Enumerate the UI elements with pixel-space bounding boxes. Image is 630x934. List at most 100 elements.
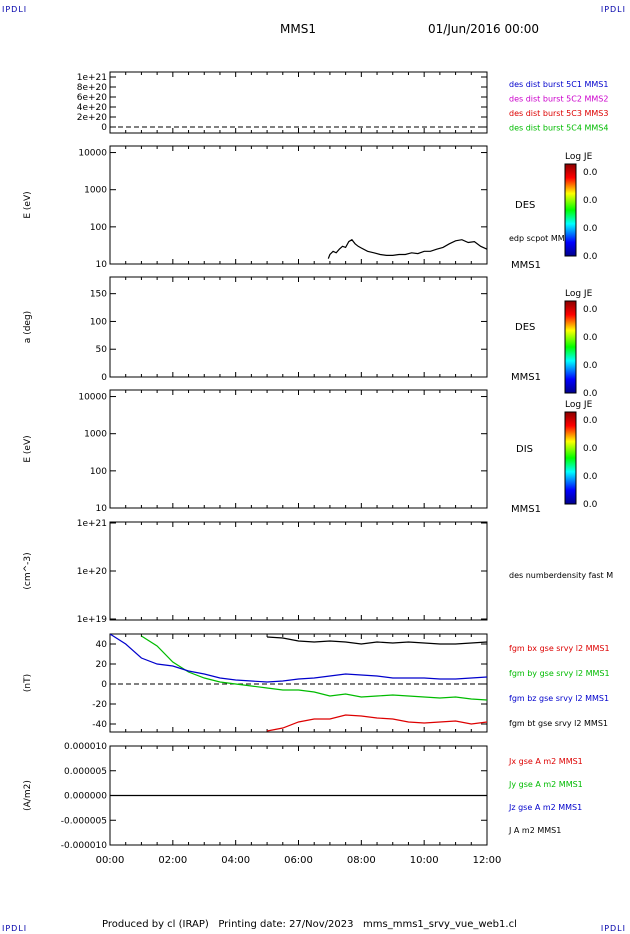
corner-label-tl: IPDLI (2, 5, 28, 14)
current-ytick-label: 0.000000 (64, 792, 107, 802)
des-pitch-colorbar-title: Log JE (565, 289, 593, 299)
corner-label-bl: IPDLI (2, 924, 28, 933)
corner-label-tr: IPDLI (600, 5, 626, 14)
fgm-series-bt (267, 636, 487, 645)
scpot-label: edp scpot MMS1 (509, 234, 575, 243)
density-ytick-label: 1e+21 (77, 519, 107, 529)
fgm-series-bx (266, 714, 487, 732)
dis-energy-ylabel: E (eV) (23, 435, 33, 462)
des-pitch-label: DES (515, 322, 535, 333)
footer-text: Produced by cl (IRAP) Printing date: 27/… (102, 919, 517, 930)
des-pitch-colorbar-tick-label: 0.0 (583, 305, 598, 315)
current-ylabel: (A/m2) (23, 780, 33, 811)
current-ytick-label: -0.000010 (61, 841, 107, 851)
des-energy-ytick-label: 100 (90, 223, 107, 233)
des-energy-colorbar-tick-label: 0.0 (583, 168, 598, 178)
fgm-ytick-label: 40 (96, 640, 108, 650)
x-tick-label: 08:00 (347, 855, 376, 866)
dis-energy-colorbar-title: Log JE (565, 400, 593, 410)
density-legend-entry: des numberdensity fast M (509, 571, 613, 580)
dis-energy-ytick-label: 1000 (84, 430, 107, 440)
dis-energy-colorbar-tick-label: 0.0 (583, 444, 598, 454)
des-energy-ytick-label: 10 (96, 260, 108, 270)
dis-energy-ytick-label: 10000 (78, 393, 107, 403)
fgm-ylabel: (nT) (23, 674, 33, 692)
dis-energy-colorbar (564, 411, 577, 505)
des-pitch-colorbar (564, 300, 577, 394)
fgm-legend-entry: fgm bx gse srvy l2 MMS1 (509, 644, 610, 653)
dist-legend-entry: des dist burst 5C4 MMS4 (509, 124, 608, 133)
panel-frame-3 (109, 389, 488, 509)
dis-energy-ytick-label: 10 (96, 504, 108, 514)
current-legend-entry: Jy gse A m2 MMS1 (508, 780, 583, 789)
fgm-ytick-label: -40 (92, 720, 107, 730)
fgm-ytick-label: 0 (101, 680, 107, 690)
current-ytick-label: -0.000005 (61, 816, 107, 826)
des-energy-colorbar-tick-label: 0.0 (583, 224, 598, 234)
dis-energy-label: DIS (516, 444, 533, 455)
scpot-series-line (327, 238, 488, 259)
des-pitch-ytick-label: 0 (101, 373, 107, 383)
fgm-series-by (141, 635, 487, 701)
x-tick-label: 12:00 (473, 855, 502, 866)
des-energy-colorbar-tick-label: 0.0 (583, 196, 598, 206)
dist-ytick-label: 6e+20 (77, 93, 108, 103)
x-tick-label: 02:00 (158, 855, 187, 866)
panel-frame-1 (109, 145, 488, 265)
panel-frame-4 (109, 521, 488, 621)
fgm-ytick-label: -20 (92, 700, 107, 710)
current-ytick-label: 0.000010 (64, 742, 107, 752)
fgm-legend-entry: fgm bt gse srvy l2 MMS1 (509, 719, 608, 728)
corner-label-br: IPDLI (600, 924, 626, 933)
fgm-series-bz (110, 634, 487, 683)
fgm-legend-entry: fgm bz gse srvy l2 MMS1 (509, 694, 609, 703)
dist-legend-entry: des dist burst 5C2 MMS2 (509, 95, 608, 104)
current-legend-entry: Jx gse A m2 MMS1 (508, 757, 583, 766)
des-pitch-sub-label: MMS1 (511, 372, 541, 383)
des-energy-colorbar-title: Log JE (565, 152, 593, 162)
date-title: 01/Jun/2016 00:00 (428, 22, 540, 36)
fgm-legend-entry: fgm by gse srvy l2 MMS1 (509, 669, 610, 678)
panel-frame-0 (109, 71, 488, 134)
density-ytick-label: 1e+19 (77, 615, 108, 625)
fgm-ytick-label: 20 (96, 660, 108, 670)
dist-ytick-label: 2e+20 (77, 113, 108, 123)
x-tick-label: 10:00 (410, 855, 439, 866)
des-pitch-colorbar-tick-label: 0.0 (583, 333, 598, 343)
des-pitch-colorbar-tick-label: 0.0 (583, 361, 598, 371)
dist-ytick-label: 4e+20 (77, 103, 108, 113)
current-ytick-label: 0.000005 (64, 767, 107, 777)
spacecraft-title: MMS1 (280, 22, 316, 36)
dist-legend-entry: des dist burst 5C3 MMS3 (509, 109, 608, 118)
x-tick-label: 00:00 (96, 855, 125, 866)
des-energy-sub-label: MMS1 (511, 260, 541, 271)
x-tick-label: 06:00 (284, 855, 313, 866)
density-ylabel: (cm^-3) (23, 552, 33, 589)
dis-energy-ytick-label: 100 (90, 467, 107, 477)
panel-frame-2 (109, 276, 488, 378)
des-energy-ytick-label: 10000 (78, 149, 107, 159)
des-pitch-ytick-label: 150 (90, 290, 107, 300)
density-ytick-label: 1e+20 (77, 567, 108, 577)
des-energy-colorbar-tick-label: 0.0 (583, 252, 598, 262)
dis-energy-colorbar-tick-label: 0.0 (583, 500, 598, 510)
des-energy-label: DES (515, 200, 535, 211)
dis-energy-colorbar-tick-label: 0.0 (583, 472, 598, 482)
dist-ytick-label: 1e+21 (77, 73, 107, 83)
dis-energy-sub-label: MMS1 (511, 504, 541, 515)
panel-frame-5 (109, 633, 488, 733)
des-energy-ylabel: E (eV) (23, 191, 33, 218)
des-pitch-ytick-label: 50 (96, 345, 108, 355)
des-energy-colorbar (564, 163, 577, 257)
des-pitch-ylabel: a (deg) (23, 311, 33, 343)
current-legend-entry: Jz gse A m2 MMS1 (508, 803, 582, 812)
x-tick-label: 04:00 (221, 855, 250, 866)
dis-energy-colorbar-tick-label: 0.0 (583, 416, 598, 426)
dist-ytick-label: 0 (101, 123, 107, 133)
des-energy-ytick-label: 1000 (84, 186, 107, 196)
dist-ytick-label: 8e+20 (77, 83, 108, 93)
des-pitch-colorbar-tick-label: 0.0 (583, 389, 598, 399)
current-legend-entry: J A m2 MMS1 (508, 826, 561, 835)
des-pitch-ytick-label: 100 (90, 317, 107, 327)
